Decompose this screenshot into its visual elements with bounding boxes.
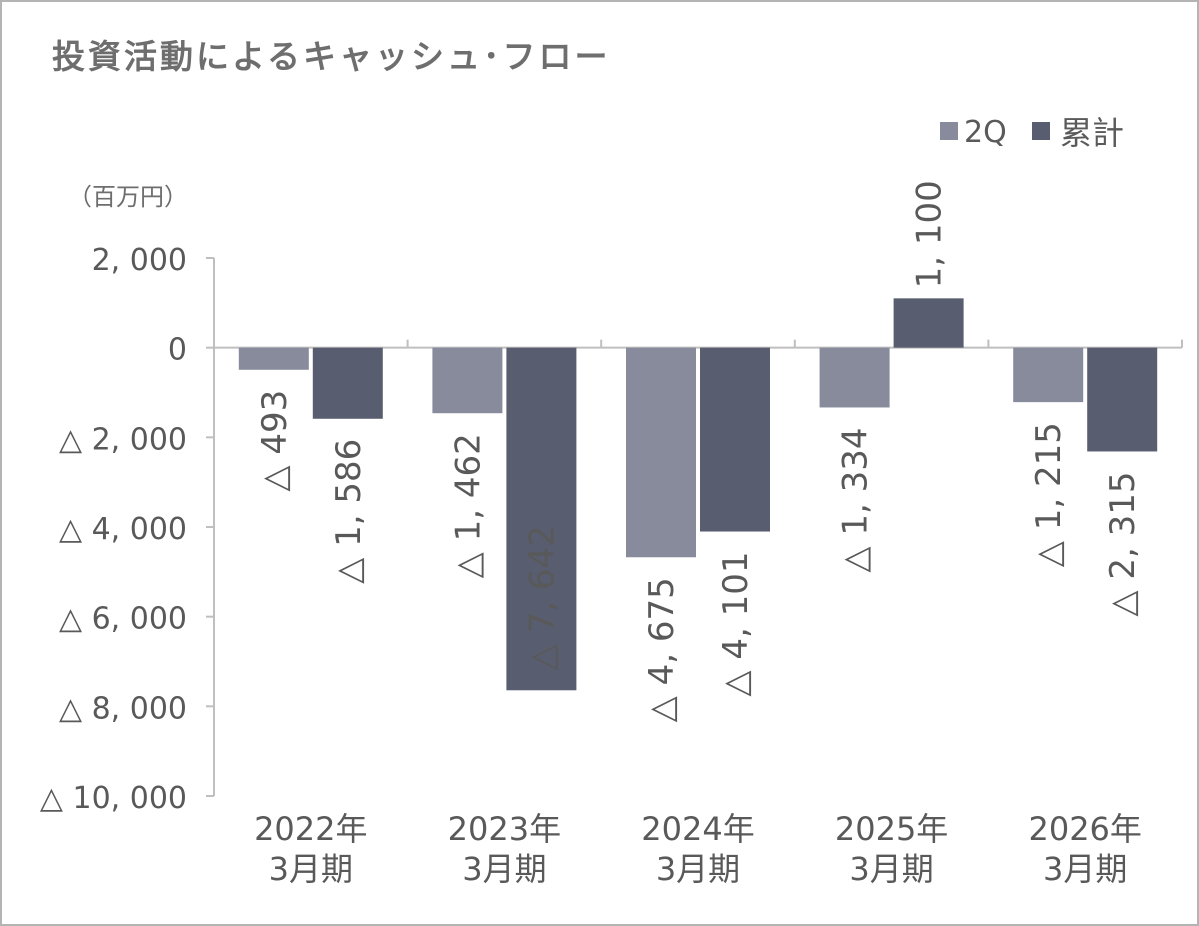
legend-label-2q: 2Q	[964, 115, 1007, 150]
x-category-label: 3月期	[849, 850, 933, 888]
data-label: △ 4, 675	[642, 577, 682, 722]
y-axis: 2, 000 0 △ 2, 000 △ 4, 000 △ 6, 000 △ 8, 000 △…	[40, 243, 215, 816]
legend-label-cumulative: 累計	[1060, 114, 1124, 152]
x-category-label: 3月期	[269, 850, 353, 888]
bar-cumulative	[1087, 347, 1158, 452]
x-category-label: 3月期	[656, 850, 740, 888]
x-category-label: 2022年	[254, 810, 367, 848]
y-tick-label: △ 2, 000	[59, 422, 187, 457]
y-tick-label: 2, 000	[92, 243, 187, 278]
unit-label: （百万円）	[68, 183, 188, 211]
bar-cumulative	[700, 347, 770, 532]
bar-2q	[432, 347, 503, 414]
bar-cumulative	[312, 347, 383, 419]
data-label: △ 7, 642	[522, 525, 562, 670]
legend-swatch-2q	[940, 122, 958, 140]
y-tick-label: △ 10, 000	[40, 781, 187, 816]
y-tick-label: △ 8, 000	[59, 691, 187, 726]
x-category-label: 2024年	[641, 810, 754, 848]
x-category-label: 2023年	[448, 810, 561, 848]
data-label: △ 1, 334	[836, 427, 876, 572]
bar-2q	[1013, 347, 1084, 403]
bar-2q	[238, 347, 309, 370]
bar-cumulative	[506, 347, 577, 691]
data-label: △ 493	[255, 390, 295, 492]
y-tick-label: 0	[168, 333, 187, 368]
x-category-label: 3月期	[1043, 850, 1127, 888]
bars	[238, 298, 1158, 691]
data-labels: △ 493 △ 1, 586 △ 1, 462 △ 7, 642 △ 4, 675 △ 4…	[255, 180, 1143, 722]
legend-swatch-cumulative	[1032, 122, 1050, 140]
data-label: △ 2, 315	[1103, 471, 1143, 616]
x-axis	[213, 339, 1183, 349]
x-category-label: 2025年	[835, 810, 948, 848]
data-label: △ 1, 586	[329, 439, 369, 584]
y-tick-label: △ 6, 000	[59, 602, 187, 637]
x-category-label: 2026年	[1028, 810, 1141, 848]
data-label: △ 4, 101	[716, 552, 756, 697]
bar-2q	[819, 347, 890, 408]
chart-title: 投資活動によるキャッシュ･フロー	[52, 37, 611, 76]
y-tick-label: △ 4, 000	[59, 512, 187, 547]
bar-2q	[626, 347, 696, 558]
bar-cumulative	[893, 298, 964, 348]
data-label: △ 1, 462	[448, 433, 488, 578]
data-label: 1, 100	[910, 180, 950, 288]
data-label: △ 1, 215	[1029, 422, 1069, 567]
x-category-label: 3月期	[462, 850, 546, 888]
legend: 2Q 累計	[940, 114, 1124, 152]
